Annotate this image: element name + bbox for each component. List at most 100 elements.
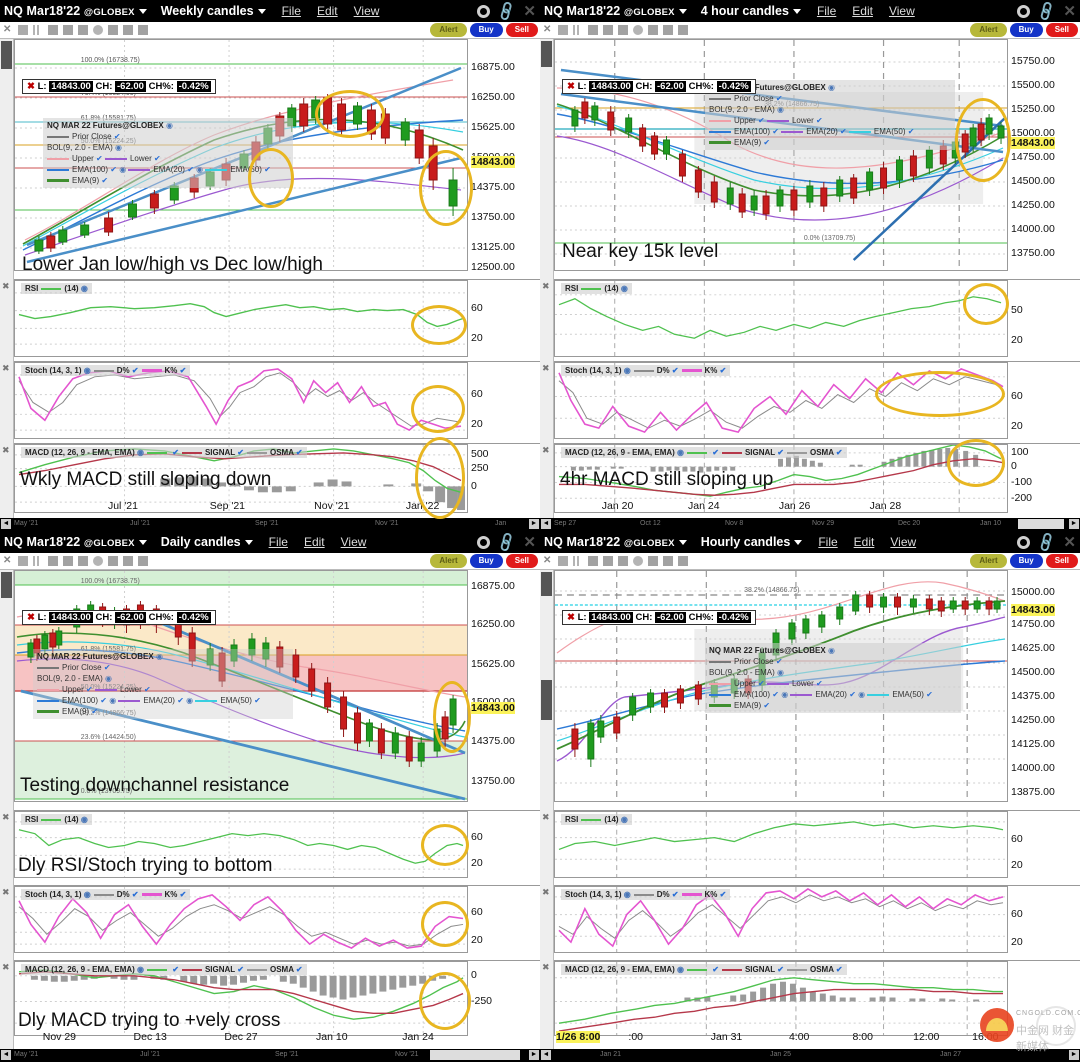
left-scroll-rail[interactable] (0, 39, 14, 531)
check-icon[interactable]: ✔ (816, 116, 823, 125)
check-icon[interactable]: ✔ (763, 138, 771, 147)
close-icon[interactable]: ✖ (567, 81, 575, 92)
chevron-down-icon[interactable] (138, 9, 147, 15)
cross-icon[interactable] (123, 556, 133, 566)
check-icon[interactable]: ✔ (758, 116, 765, 125)
cross-icon[interactable] (123, 25, 133, 35)
horizontal-scrollbar-4hour[interactable]: ◄ Sep 27 Oct 12 Nov 8 Nov 29 Dec 20 Jan … (540, 518, 1080, 531)
scroll-left-icon[interactable]: ◄ (1, 1050, 11, 1060)
chartzone-weekly[interactable]: ✖ L: 14843.00 CH: -62.00 CH%: -0.42% (0, 39, 540, 531)
menu-view[interactable]: View (888, 4, 915, 18)
timeframe-selector-weekly[interactable]: Weekly candles (161, 4, 266, 18)
price-plot-daily[interactable]: 100.0% (16738.75) 76.4% (16024.00) 61.8%… (14, 570, 471, 802)
buy-button[interactable]: Buy (469, 23, 503, 37)
gear-icon[interactable] (476, 535, 490, 549)
rsi-legend-hourly[interactable]: RSI (14) ◉ (561, 814, 632, 825)
menu-file[interactable]: File (818, 535, 838, 549)
check-icon[interactable]: ✔ (671, 890, 679, 899)
menu-file[interactable]: File (281, 4, 301, 18)
chevron-down-icon[interactable] (794, 540, 803, 546)
crosshair-icon[interactable] (633, 556, 643, 566)
close-icon[interactable]: ✖ (2, 962, 10, 972)
check-icon[interactable]: ✔ (712, 448, 719, 457)
globe-icon[interactable]: ◉ (186, 696, 194, 705)
close-icon[interactable]: ✖ (542, 962, 550, 972)
price-pane-weekly[interactable]: 100.0% (16738.75) 76.4% (16024.00) 61.8%… (14, 39, 540, 273)
check-icon[interactable]: ✔ (131, 366, 139, 375)
check-icon[interactable]: ✔ (254, 696, 261, 705)
close-icon[interactable]: ✖ (542, 812, 550, 822)
price-pane-daily[interactable]: 100.0% (16738.75) 76.4% (16024.00) 61.8%… (14, 570, 540, 802)
scroll-left-icon[interactable]: ◄ (1, 519, 11, 529)
check-icon[interactable]: ✔ (839, 127, 847, 136)
close-icon[interactable]: ✖ (542, 281, 550, 291)
globe-icon[interactable]: ◉ (777, 668, 785, 677)
globe-icon[interactable]: ◉ (80, 815, 88, 824)
chevron-down-icon[interactable] (257, 9, 266, 15)
scroll-right-icon[interactable]: ► (1069, 1050, 1079, 1060)
alert-button[interactable]: Alert (430, 23, 467, 37)
check-icon[interactable]: ✔ (103, 663, 111, 672)
close-icon[interactable]: ✕ (3, 24, 12, 35)
close-icon[interactable]: ✖ (27, 612, 35, 623)
rsi-plot-weekly[interactable]: RSI (14) ◉ (14, 280, 468, 357)
check-icon[interactable]: ✔ (131, 890, 139, 899)
check-icon[interactable]: ✔ (177, 696, 184, 705)
lock-open-icon[interactable] (78, 556, 88, 566)
buy-button[interactable]: Buy (469, 554, 503, 568)
rsi-legend-weekly[interactable]: RSI (14) ◉ (21, 283, 92, 294)
check-icon[interactable]: ✔ (172, 448, 179, 457)
check-icon[interactable]: ✔ (101, 176, 109, 185)
scroll-right-icon[interactable]: ► (529, 519, 539, 529)
pencil-icon[interactable] (138, 25, 148, 35)
price-pane-4hour[interactable]: 38.2% (14866.75) 0.0% (13709.75) NQ MAR … (554, 39, 1080, 271)
macd-plot-4hour[interactable]: MACD (12, 26, 9 - EMA, EMA) ◉ ✔ SIGNAL ✔ O… (554, 439, 1008, 513)
check-icon[interactable]: ✔ (237, 965, 244, 974)
close-icon[interactable]: ✖ (567, 612, 575, 623)
symbol-selector-weekly[interactable]: NQ Mar18'22 @GLOBEX (4, 4, 147, 18)
check-icon[interactable]: ✔ (86, 685, 93, 694)
macd-pane-4hour[interactable]: ✖ (542, 439, 1080, 513)
alert-button[interactable]: Alert (970, 554, 1007, 568)
check-icon[interactable]: ✔ (187, 165, 194, 174)
rsi-legend-daily[interactable]: RSI (14) ◉ (21, 814, 92, 825)
check-icon[interactable]: ✔ (772, 690, 779, 699)
check-icon[interactable]: ✔ (671, 366, 679, 375)
pencil-icon[interactable] (138, 556, 148, 566)
check-icon[interactable]: ✔ (835, 448, 843, 457)
macd-legend-daily[interactable]: MACD (12, 26, 9 - EMA, EMA) ◉ ✔ SIGNAL ✔ O… (21, 964, 307, 975)
close-icon[interactable]: ✖ (542, 887, 550, 897)
check-icon[interactable]: ✔ (154, 154, 161, 163)
check-icon[interactable]: ✔ (179, 890, 187, 899)
check-icon[interactable]: ✔ (777, 448, 784, 457)
crosshair-icon[interactable] (93, 556, 103, 566)
close-icon[interactable]: ✖ (2, 281, 10, 291)
chevron-down-icon[interactable] (678, 540, 687, 546)
square-icon[interactable] (18, 25, 28, 35)
lock-icon[interactable] (63, 556, 73, 566)
macd-pane-hourly[interactable]: ✖ (542, 960, 1080, 1036)
check-icon[interactable]: ✔ (295, 448, 303, 457)
buy-button[interactable]: Buy (1009, 554, 1043, 568)
bars-icon[interactable] (33, 556, 43, 566)
chartzone-daily[interactable]: ✖ L: 14843.00 CH: -62.00 CH%: -0.42% (0, 570, 540, 1062)
price-axis-weekly[interactable]: 16875.00 16250.00 15625.00 15000.00 1484… (468, 39, 540, 273)
symbol-selector-hourly[interactable]: NQ Mar18'22 @GLOBEX (544, 535, 687, 549)
scroll-right-icon[interactable]: ► (529, 1050, 539, 1060)
symbol-selector-4hour[interactable]: NQ Mar18'22 @GLOBEX (544, 4, 687, 18)
menu-edit[interactable]: Edit (852, 4, 873, 18)
check-icon[interactable]: ✔ (835, 965, 843, 974)
check-icon[interactable]: ✔ (237, 448, 244, 457)
check-icon[interactable]: ✔ (907, 127, 915, 136)
check-icon[interactable]: ✔ (763, 701, 771, 710)
check-icon[interactable]: ✔ (849, 690, 856, 699)
globe-icon[interactable]: ◉ (620, 284, 628, 293)
sell-button[interactable]: Sell (505, 554, 538, 568)
check-icon[interactable]: ✔ (91, 707, 99, 716)
check-icon[interactable]: ✔ (926, 690, 933, 699)
menu-file[interactable]: File (816, 4, 837, 18)
sell-button[interactable]: Sell (505, 23, 538, 37)
menu-file[interactable]: File (268, 535, 288, 549)
timeframe-selector-hourly[interactable]: Hourly candles (701, 535, 803, 549)
rsi-pane-daily[interactable]: ✖ RSI (14) ◉ 60 20 (2, 810, 540, 878)
